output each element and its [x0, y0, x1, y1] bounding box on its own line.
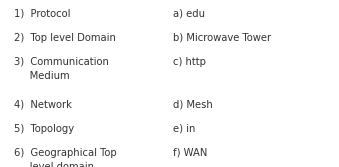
Text: a) edu: a) edu — [173, 8, 205, 18]
Text: b) Microwave Tower: b) Microwave Tower — [173, 33, 271, 43]
Text: 4)  Network: 4) Network — [14, 99, 72, 109]
Text: 2)  Top level Domain: 2) Top level Domain — [14, 33, 116, 43]
Text: 5)  Topology: 5) Topology — [14, 124, 74, 134]
Text: 1)  Protocol: 1) Protocol — [14, 8, 70, 18]
Text: c) http: c) http — [173, 57, 206, 67]
Text: d) Mesh: d) Mesh — [173, 99, 213, 109]
Text: 3)  Communication
     Medium: 3) Communication Medium — [14, 57, 108, 81]
Text: e) in: e) in — [173, 124, 195, 134]
Text: 6)  Geographical Top
     level domain: 6) Geographical Top level domain — [14, 148, 116, 167]
Text: f) WAN: f) WAN — [173, 148, 207, 158]
